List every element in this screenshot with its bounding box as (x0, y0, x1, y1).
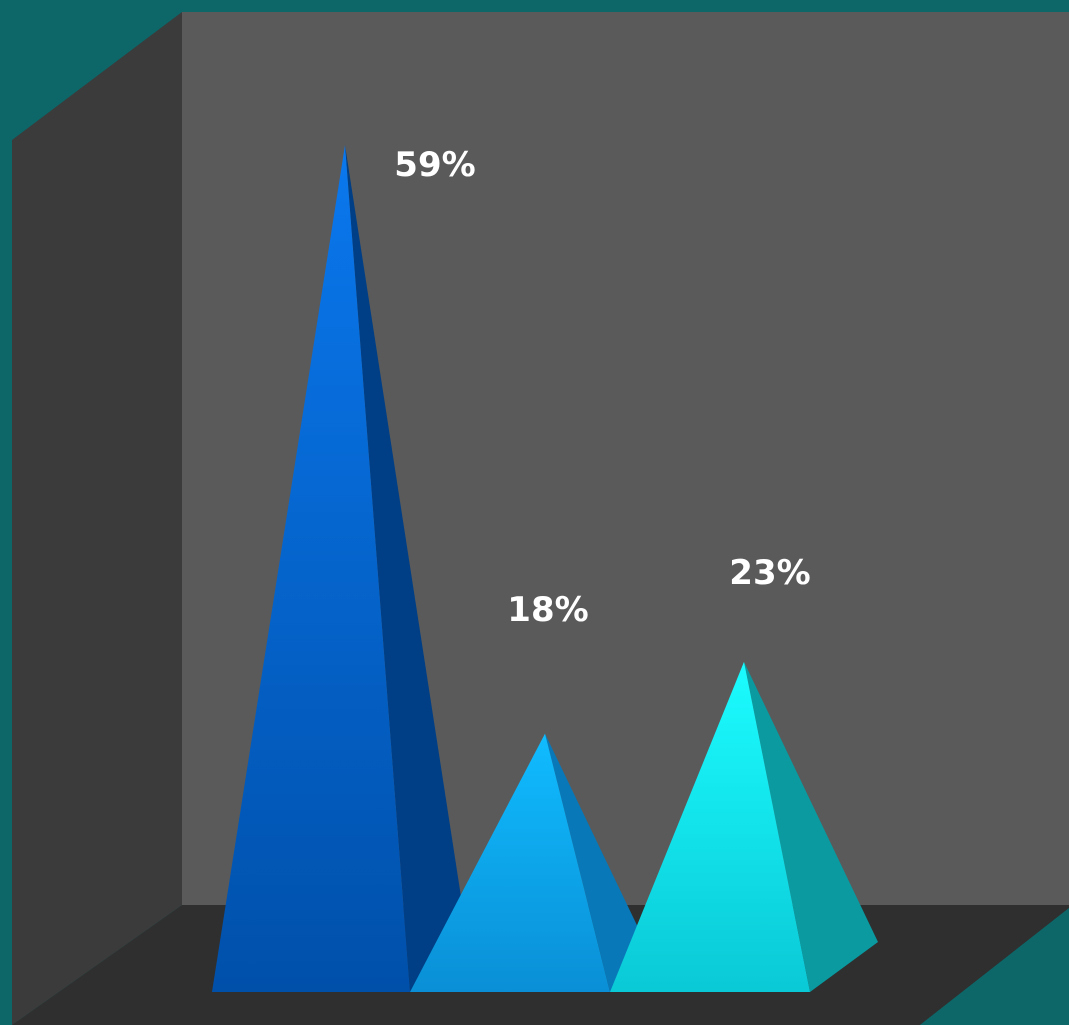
chart-marks (212, 145, 878, 992)
pyramid-side-face (744, 661, 878, 992)
pyramid-front-face (410, 733, 610, 992)
pyramid-side-face (345, 145, 468, 992)
chart-data-labels: 59% 18% 23% (394, 145, 810, 630)
chart-side-wall (12, 12, 182, 1025)
data-label: 59% (394, 145, 475, 185)
pyramid-front-face (212, 145, 410, 992)
chart-frame-corner (920, 908, 1069, 1025)
data-label: 18% (507, 590, 588, 630)
pyramid-front-face (610, 661, 810, 992)
data-label: 23% (729, 553, 810, 593)
pyramid-side-face (545, 733, 645, 992)
